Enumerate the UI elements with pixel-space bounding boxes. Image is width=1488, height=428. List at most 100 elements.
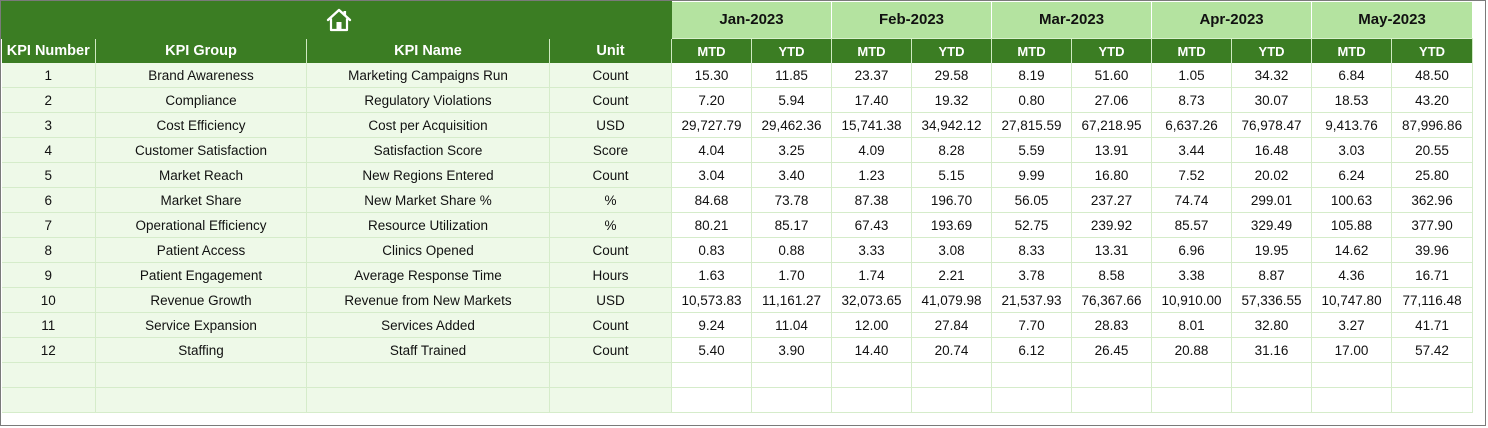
mtd-value-cell[interactable] <box>991 387 1073 413</box>
ytd-value-cell[interactable]: 39.96 <box>1391 237 1474 263</box>
mtd-value-cell[interactable] <box>831 362 912 388</box>
ytd-value-cell[interactable]: 57,336.55 <box>1231 287 1313 313</box>
unit-cell[interactable]: Count <box>549 87 672 113</box>
unit-cell[interactable]: Count <box>549 63 672 88</box>
ytd-value-cell[interactable]: 41,079.98 <box>911 287 993 313</box>
kpi-group-cell[interactable]: Market Reach <box>95 162 307 188</box>
unit-cell[interactable] <box>549 387 672 413</box>
ytd-value-cell[interactable]: 3.08 <box>911 237 993 263</box>
mtd-value-cell[interactable]: 3.04 <box>671 162 752 188</box>
mtd-value-cell[interactable]: 3.03 <box>1311 137 1393 163</box>
kpi-number-cell[interactable]: 12 <box>1 337 96 363</box>
kpi-number-cell[interactable]: 7 <box>1 212 96 238</box>
ytd-value-cell[interactable] <box>1391 387 1474 413</box>
kpi-name-cell[interactable]: Marketing Campaigns Run <box>306 63 550 88</box>
mtd-value-cell[interactable]: 85.57 <box>1151 212 1233 238</box>
ytd-value-cell[interactable]: 41.71 <box>1391 312 1474 338</box>
mtd-value-cell[interactable]: 6.24 <box>1311 162 1393 188</box>
kpi-number-cell[interactable]: 10 <box>1 287 96 313</box>
ytd-value-cell[interactable]: 20.02 <box>1231 162 1313 188</box>
mtd-value-cell[interactable]: 100.63 <box>1311 187 1393 213</box>
ytd-value-cell[interactable]: 3.25 <box>751 137 832 163</box>
kpi-group-cell[interactable]: Patient Engagement <box>95 262 307 288</box>
kpi-name-cell[interactable]: Revenue from New Markets <box>306 287 550 313</box>
mtd-value-cell[interactable]: 9.99 <box>991 162 1073 188</box>
mtd-value-cell[interactable]: 17.00 <box>1311 337 1393 363</box>
mtd-value-cell[interactable]: 3.44 <box>1151 137 1233 163</box>
ytd-value-cell[interactable]: 57.42 <box>1391 337 1474 363</box>
ytd-value-cell[interactable]: 239.92 <box>1071 212 1153 238</box>
ytd-value-cell[interactable]: 32.80 <box>1231 312 1313 338</box>
ytd-value-cell[interactable]: 11.85 <box>751 63 832 88</box>
kpi-number-cell[interactable]: 9 <box>1 262 96 288</box>
ytd-value-cell[interactable]: 362.96 <box>1391 187 1474 213</box>
ytd-value-cell[interactable]: 16.71 <box>1391 262 1474 288</box>
kpi-group-cell[interactable]: Operational Efficiency <box>95 212 307 238</box>
kpi-name-cell[interactable]: Clinics Opened <box>306 237 550 263</box>
mtd-value-cell[interactable]: 6.84 <box>1311 63 1393 88</box>
ytd-value-cell[interactable]: 87,996.86 <box>1391 112 1474 138</box>
unit-cell[interactable]: Count <box>549 337 672 363</box>
ytd-value-cell[interactable]: 0.88 <box>751 237 832 263</box>
kpi-number-cell[interactable]: 8 <box>1 237 96 263</box>
ytd-value-cell[interactable]: 13.31 <box>1071 237 1153 263</box>
unit-cell[interactable]: Count <box>549 312 672 338</box>
ytd-value-cell[interactable]: 28.83 <box>1071 312 1153 338</box>
kpi-number-cell[interactable] <box>1 387 96 413</box>
ytd-value-cell[interactable]: 20.74 <box>911 337 993 363</box>
ytd-value-cell[interactable]: 13.91 <box>1071 137 1153 163</box>
ytd-value-cell[interactable]: 3.90 <box>751 337 832 363</box>
mtd-value-cell[interactable]: 5.40 <box>671 337 752 363</box>
mtd-value-cell[interactable] <box>1151 387 1233 413</box>
mtd-value-cell[interactable]: 10,910.00 <box>1151 287 1233 313</box>
kpi-name-cell[interactable]: Services Added <box>306 312 550 338</box>
unit-cell[interactable]: Count <box>549 162 672 188</box>
mtd-value-cell[interactable]: 4.04 <box>671 137 752 163</box>
ytd-value-cell[interactable]: 196.70 <box>911 187 993 213</box>
kpi-name-cell[interactable] <box>306 362 550 388</box>
mtd-value-cell[interactable] <box>991 362 1073 388</box>
ytd-value-cell[interactable]: 8.58 <box>1071 262 1153 288</box>
mtd-value-cell[interactable]: 4.09 <box>831 137 912 163</box>
ytd-value-cell[interactable]: 3.40 <box>751 162 832 188</box>
mtd-value-cell[interactable]: 15.30 <box>671 63 752 88</box>
ytd-value-cell[interactable] <box>1391 362 1474 388</box>
ytd-value-cell[interactable]: 34.32 <box>1231 63 1313 88</box>
unit-cell[interactable]: Count <box>549 237 672 263</box>
ytd-value-cell[interactable]: 34,942.12 <box>911 112 993 138</box>
home-icon[interactable] <box>325 7 353 36</box>
mtd-value-cell[interactable]: 0.83 <box>671 237 752 263</box>
mtd-value-cell[interactable]: 84.68 <box>671 187 752 213</box>
kpi-group-cell[interactable]: Staffing <box>95 337 307 363</box>
kpi-number-cell[interactable]: 5 <box>1 162 96 188</box>
ytd-value-cell[interactable]: 85.17 <box>751 212 832 238</box>
mtd-value-cell[interactable]: 10,747.80 <box>1311 287 1393 313</box>
mtd-value-cell[interactable]: 8.73 <box>1151 87 1233 113</box>
ytd-value-cell[interactable] <box>911 362 993 388</box>
kpi-group-cell[interactable]: Compliance <box>95 87 307 113</box>
mtd-value-cell[interactable]: 15,741.38 <box>831 112 912 138</box>
mtd-value-cell[interactable]: 7.20 <box>671 87 752 113</box>
mtd-value-cell[interactable]: 27,815.59 <box>991 112 1073 138</box>
ytd-value-cell[interactable] <box>911 387 993 413</box>
unit-cell[interactable] <box>549 362 672 388</box>
mtd-value-cell[interactable]: 74.74 <box>1151 187 1233 213</box>
mtd-value-cell[interactable]: 3.33 <box>831 237 912 263</box>
unit-cell[interactable]: USD <box>549 287 672 313</box>
kpi-number-cell[interactable] <box>1 362 96 388</box>
ytd-value-cell[interactable]: 29,462.36 <box>751 112 832 138</box>
ytd-value-cell[interactable]: 27.84 <box>911 312 993 338</box>
mtd-value-cell[interactable]: 6.96 <box>1151 237 1233 263</box>
ytd-value-cell[interactable] <box>1071 387 1153 413</box>
ytd-value-cell[interactable]: 16.48 <box>1231 137 1313 163</box>
mtd-value-cell[interactable]: 20.88 <box>1151 337 1233 363</box>
mtd-value-cell[interactable] <box>1151 362 1233 388</box>
mtd-value-cell[interactable]: 8.33 <box>991 237 1073 263</box>
kpi-number-cell[interactable]: 1 <box>1 63 96 88</box>
ytd-value-cell[interactable]: 193.69 <box>911 212 993 238</box>
ytd-value-cell[interactable]: 31.16 <box>1231 337 1313 363</box>
mtd-value-cell[interactable]: 4.36 <box>1311 262 1393 288</box>
mtd-value-cell[interactable]: 7.52 <box>1151 162 1233 188</box>
mtd-value-cell[interactable] <box>1311 362 1393 388</box>
kpi-group-cell[interactable]: Market Share <box>95 187 307 213</box>
